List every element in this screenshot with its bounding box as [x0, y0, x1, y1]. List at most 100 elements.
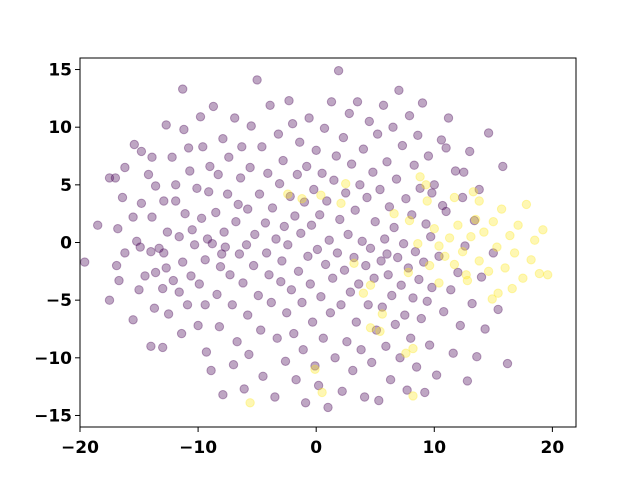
scatter-point	[322, 196, 332, 206]
scatter-point	[316, 190, 326, 200]
scatter-point	[459, 167, 469, 177]
scatter-point	[195, 112, 206, 122]
scatter-point	[538, 225, 548, 235]
scatter-point	[371, 325, 382, 335]
scatter-point	[502, 358, 513, 369]
scatter-point	[265, 100, 275, 111]
scatter-point	[150, 181, 161, 191]
scatter-point	[302, 161, 312, 172]
scatter-point	[179, 124, 189, 135]
scatter-point	[518, 273, 528, 283]
scatter-point	[198, 142, 208, 152]
scatter-point	[364, 116, 374, 127]
scatter-point	[120, 162, 130, 173]
scatter-point	[413, 130, 423, 141]
scatter-point	[318, 333, 328, 343]
scatter-point	[311, 145, 321, 156]
scatter-point	[161, 263, 171, 273]
scatter-point	[408, 343, 418, 354]
scatter-point	[352, 97, 363, 107]
scatter-point	[382, 249, 392, 259]
scatter-point	[450, 166, 461, 176]
scatter-point	[395, 353, 405, 363]
scatter-point	[509, 248, 520, 258]
scatter-point	[256, 325, 266, 335]
scatter-point	[232, 337, 242, 347]
scatter-point	[348, 365, 358, 376]
scatter-point	[439, 307, 449, 317]
scatter-point	[385, 375, 396, 385]
scatter-point	[543, 270, 553, 280]
scatter-point	[387, 290, 397, 301]
x-tick-label: −20	[61, 438, 99, 458]
x-axis: −20 −10 0 10 20	[61, 427, 564, 458]
scatter-point	[307, 317, 318, 327]
scatter-point	[93, 220, 103, 230]
scatter-point	[283, 189, 293, 199]
scatter-point	[304, 113, 314, 123]
scatter-point	[381, 341, 391, 351]
scatter-point	[404, 111, 415, 121]
scatter-point	[345, 287, 356, 297]
scatter-point	[362, 192, 372, 203]
scatter-point	[111, 260, 122, 271]
scatter-point	[312, 244, 323, 255]
scatter-point	[402, 385, 412, 395]
y-axis: −15 −10 −5 0 5 10 15	[34, 61, 80, 426]
scatter-point	[267, 203, 278, 213]
scatter-point	[526, 255, 536, 265]
scatter-point	[317, 168, 327, 179]
scatter-point	[215, 262, 226, 272]
scatter-point	[342, 337, 352, 347]
scatter-point	[375, 326, 385, 336]
scatter-point	[257, 142, 267, 152]
scatter-point	[411, 362, 422, 372]
scatter-point	[398, 239, 409, 249]
scatter-point	[263, 168, 273, 179]
scatter-point	[469, 215, 480, 226]
scatter-point	[361, 260, 371, 271]
scatter-point	[461, 270, 471, 280]
scatter-point	[436, 135, 447, 145]
scatter-point	[446, 285, 456, 295]
scatter-point	[214, 322, 225, 332]
scatter-point	[434, 251, 444, 261]
scatter-point	[375, 184, 385, 195]
scatter-point	[244, 349, 254, 360]
scatter-point	[350, 205, 360, 215]
scatter-point	[186, 271, 196, 281]
scatter-point	[424, 340, 435, 350]
scatter-point	[468, 187, 478, 197]
scatter-point	[474, 184, 484, 195]
scatter-point	[346, 159, 357, 169]
scatter-point	[154, 243, 164, 254]
scatter-point	[273, 129, 284, 139]
scatter-point	[239, 384, 249, 394]
scatter-point	[224, 152, 234, 162]
x-tick-label: 20	[541, 438, 565, 458]
scatter-point	[193, 320, 203, 331]
scatter-point	[370, 217, 380, 227]
scatter-point	[394, 85, 404, 96]
scatter-point	[437, 200, 448, 211]
scatter-point	[149, 303, 160, 313]
scatter-point	[325, 308, 336, 318]
scatter-point	[467, 298, 477, 309]
scatter-point	[222, 189, 233, 199]
scatter-point	[309, 184, 319, 195]
scatter-point	[201, 347, 212, 357]
scatter-point	[483, 266, 494, 276]
scatter-point	[480, 324, 490, 334]
scatter-point	[351, 317, 361, 327]
scatter-point	[466, 232, 476, 242]
scatter-point	[270, 392, 280, 402]
scatter-point	[310, 364, 320, 374]
scatter-point	[129, 139, 140, 150]
scatter-point	[303, 251, 313, 261]
scatter-point	[231, 217, 241, 227]
scatter-point	[380, 234, 390, 244]
scatter-point	[422, 196, 432, 206]
scatter-point	[218, 134, 228, 144]
scatter-point	[493, 288, 503, 298]
scatter-point	[453, 220, 463, 230]
